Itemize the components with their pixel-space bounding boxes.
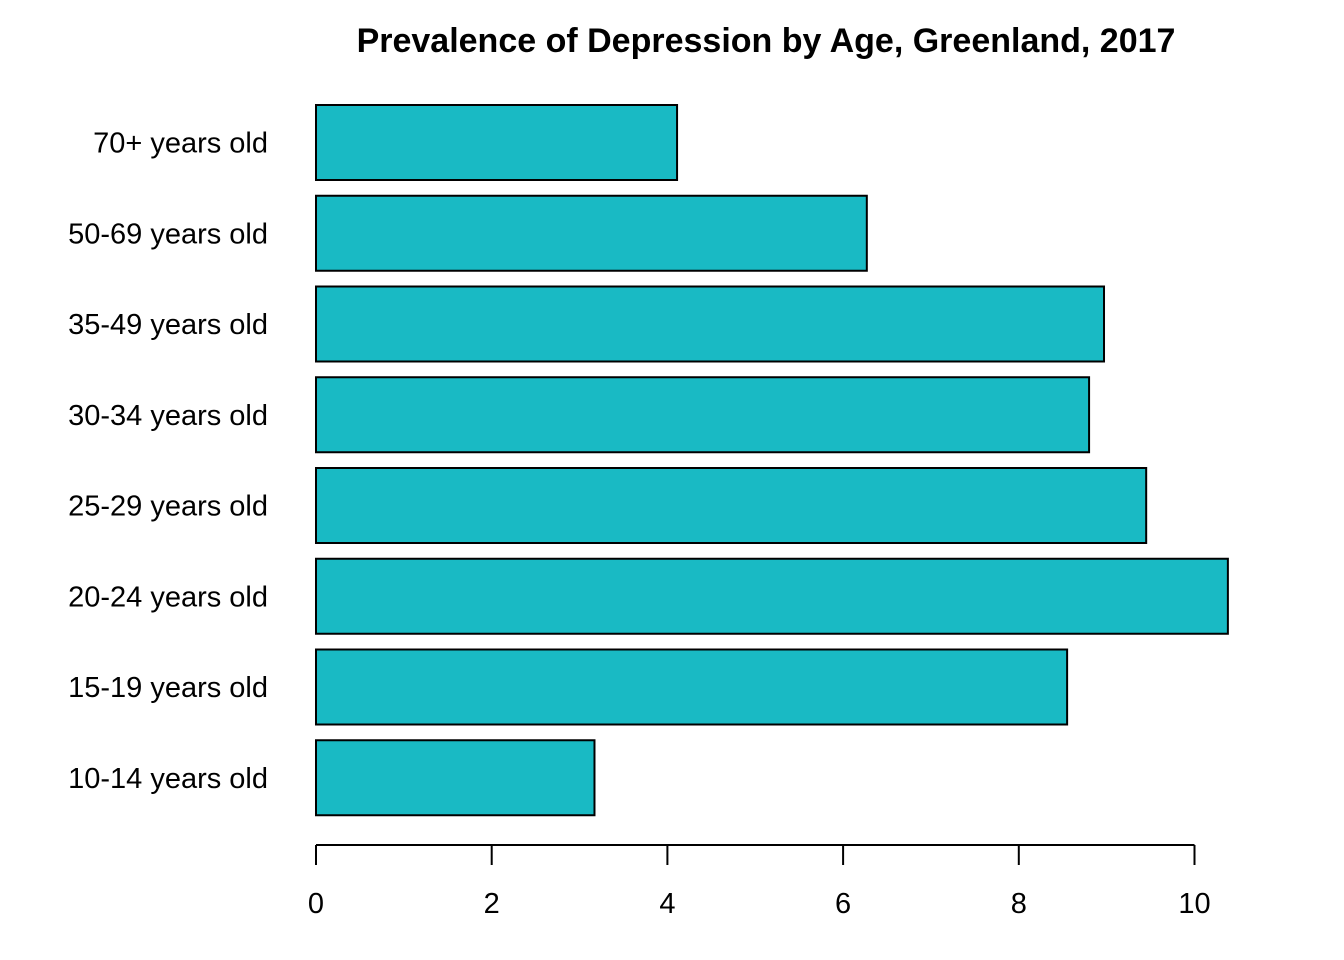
x-tick-label: 6 [835,888,851,920]
bar-1 [315,739,596,817]
bars-group [315,104,1229,817]
category-label: 70+ years old [93,128,268,160]
category-labels: 10-14 years old 15-19 years old 20-24 year… [68,128,268,795]
category-label: 20-24 years old [68,581,268,613]
x-tick-label: 10 [1178,888,1210,920]
category-label: 35-49 years old [68,309,268,341]
bar-3 [315,557,1229,635]
x-tick-label: 4 [659,888,675,920]
bar-6 [315,285,1106,363]
bar-7 [315,194,868,272]
category-label: 30-34 years old [68,400,268,432]
x-tick-label: 0 [308,888,324,920]
x-axis: 0 2 4 6 8 10 [308,844,1211,920]
chart-title: Prevalence of Depression by Age, Greenla… [357,22,1176,60]
category-label: 10-14 years old [68,763,268,795]
x-tick-label: 2 [484,888,500,920]
bar-5 [315,376,1091,454]
bar-4 [315,467,1148,544]
x-tick-label: 8 [1011,888,1027,920]
category-label: 15-19 years old [68,672,268,704]
bar-8 [315,104,679,181]
category-label: 50-69 years old [68,218,268,250]
category-label: 25-29 years old [68,491,268,523]
bar-2 [315,648,1069,726]
